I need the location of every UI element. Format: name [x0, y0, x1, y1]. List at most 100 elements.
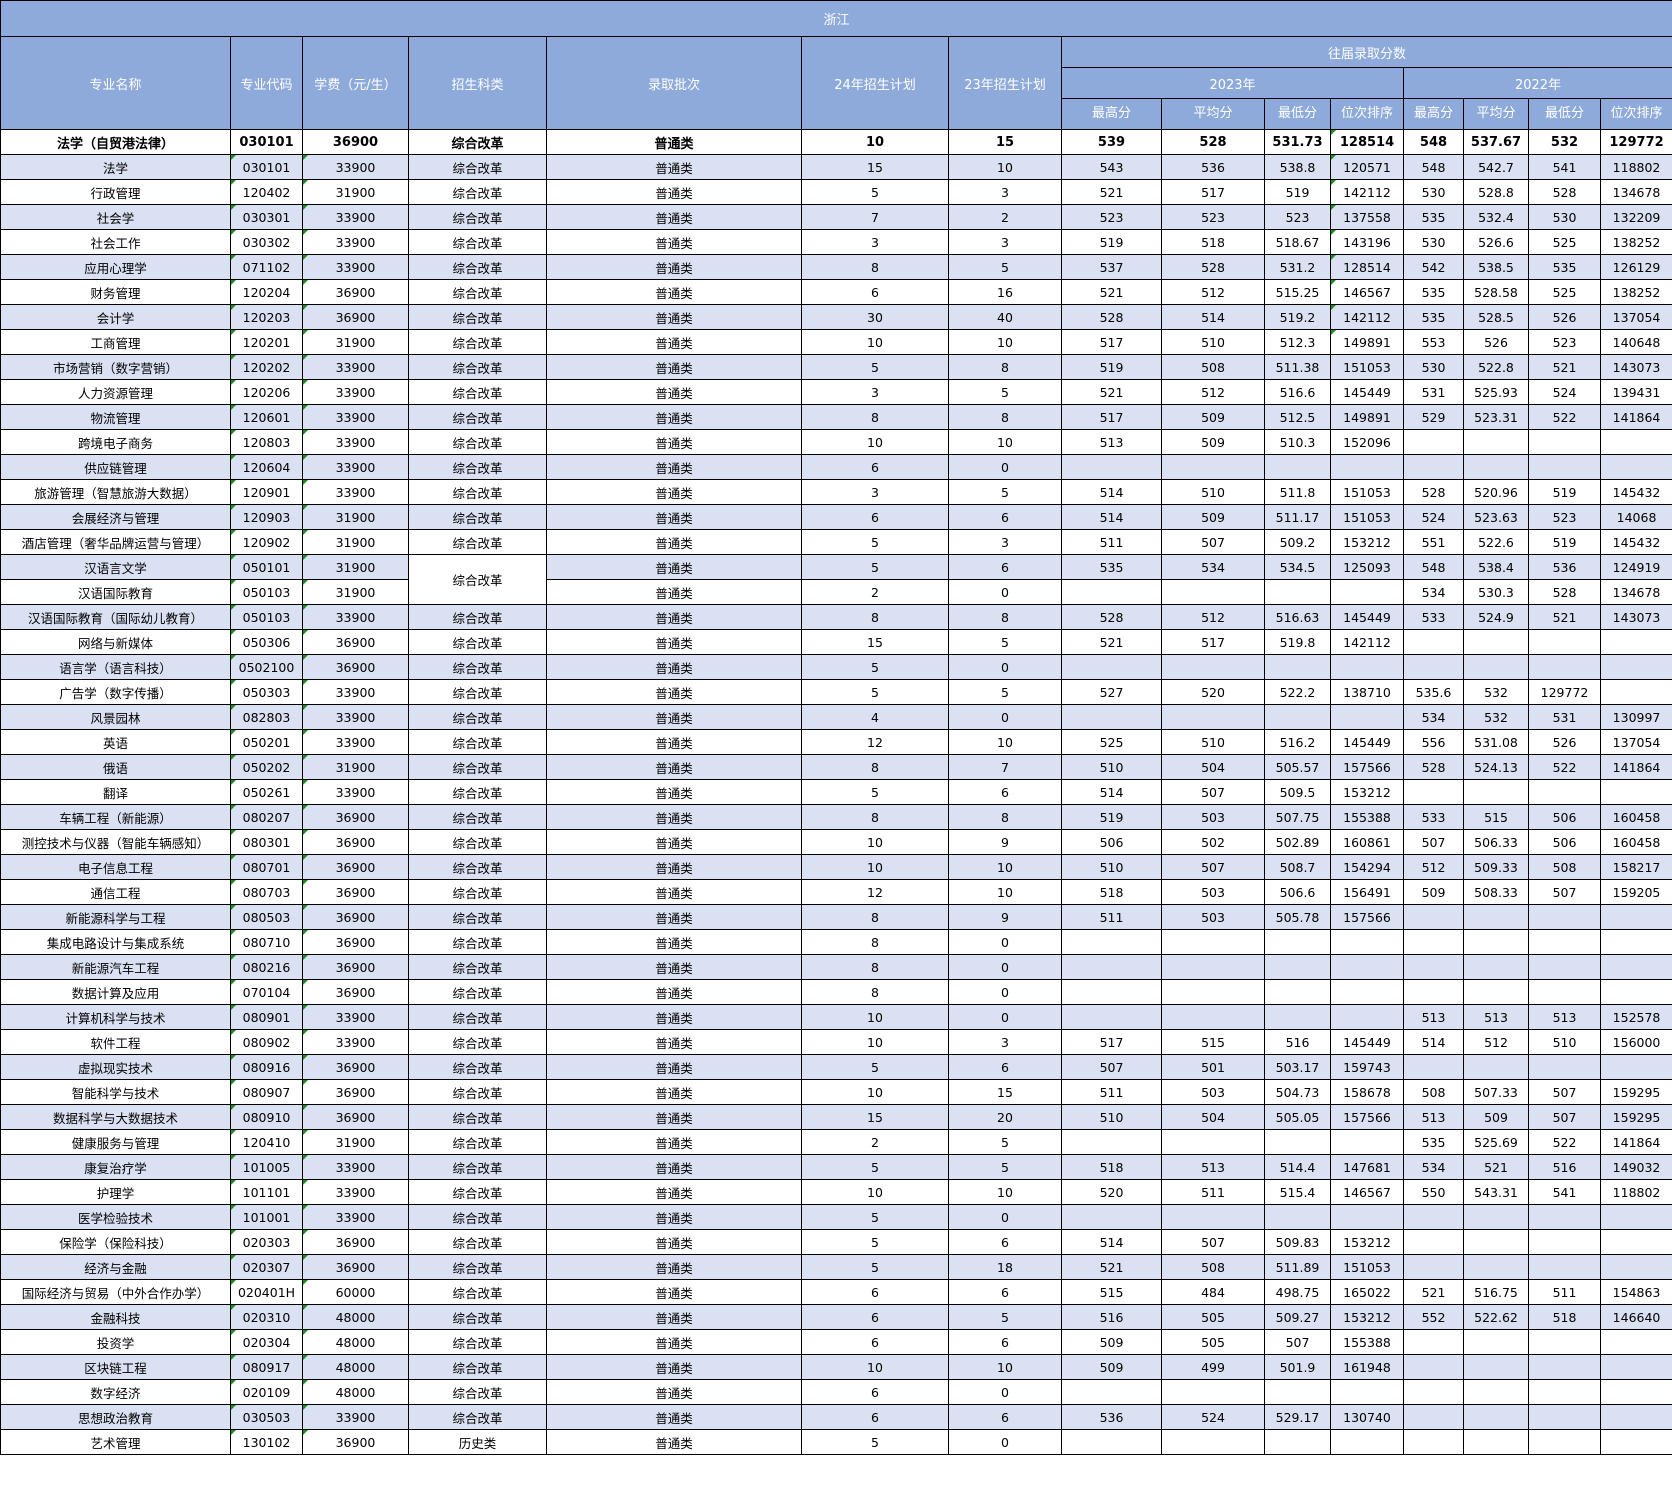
cell-plan24: 5 — [801, 654, 949, 680]
cell-avg-2023 — [1161, 979, 1265, 1005]
cell-name: 法学（自贸港法律） — [0, 129, 231, 155]
cell-plan23: 10 — [948, 729, 1062, 755]
cell-subject: 综合改革 — [408, 1179, 547, 1205]
cell-batch: 普通类 — [546, 779, 802, 805]
cell-min-2023: 507.75 — [1264, 804, 1331, 830]
cell-avg-2023 — [1161, 654, 1265, 680]
cell-name: 网络与新媒体 — [0, 629, 231, 655]
cell-max-2022: 535 — [1403, 204, 1464, 230]
cell-min-2023 — [1264, 1429, 1331, 1455]
cell-min-2023: 512.3 — [1264, 329, 1331, 355]
cell-min-2023: 534.5 — [1264, 554, 1331, 580]
cell-rank-2022: 160458 — [1599, 804, 1672, 830]
cell-max-2023: 537 — [1061, 254, 1162, 280]
cell-rank-2022: 141864 — [1599, 754, 1672, 780]
table-row: 行政管理 120402 31900 综合改革 普通类 5 3 521 517 519 142112 5… — [0, 179, 1672, 205]
cell-avg-2022 — [1463, 1404, 1529, 1430]
cell-min-2022 — [1528, 954, 1601, 980]
cell-plan23: 5 — [948, 1154, 1062, 1180]
cell-subject: 综合改革 — [408, 1304, 547, 1330]
cell-plan23: 0 — [948, 654, 1062, 680]
cell-max-2022: 528 — [1403, 479, 1464, 505]
cell-rank-2023: 153212 — [1330, 529, 1404, 555]
cell-name: 翻译 — [0, 779, 231, 805]
cell-plan23: 5 — [948, 479, 1062, 505]
cell-batch: 普通类 — [546, 129, 802, 155]
cell-name: 新能源科学与工程 — [0, 904, 231, 930]
cell-plan23: 3 — [948, 529, 1062, 555]
cell-max-2022: 535 — [1403, 279, 1464, 305]
table-row: 虚拟现实技术 080916 36900 综合改革 普通类 5 6 507 501 503.17 15… — [0, 1054, 1672, 1080]
cell-subject: 综合改革 — [408, 379, 547, 405]
cell-plan23: 5 — [948, 379, 1062, 405]
cell-code: 080907 — [230, 1079, 303, 1105]
cell-plan23: 8 — [948, 354, 1062, 380]
cell-min-2022: 507 — [1528, 879, 1601, 905]
cell-rank-2023: 146567 — [1330, 279, 1404, 305]
cell-avg-2022 — [1463, 954, 1529, 980]
cell-avg-2023: 503 — [1161, 804, 1265, 830]
cell-avg-2022: 528.58 — [1463, 279, 1529, 305]
cell-name: 物流管理 — [0, 404, 231, 430]
cell-subject: 综合改革 — [408, 354, 547, 380]
cell-rank-2022: 156000 — [1599, 1029, 1672, 1055]
cell-rank-2023: 160861 — [1330, 829, 1404, 855]
cell-subject: 综合改革 — [408, 979, 547, 1005]
header-2022-min: 最低分 — [1528, 98, 1601, 130]
cell-avg-2023: 504 — [1161, 1104, 1265, 1130]
cell-avg-2022: 532 — [1463, 704, 1529, 730]
cell-batch: 普通类 — [546, 379, 802, 405]
cell-max-2023 — [1061, 704, 1162, 730]
cell-avg-2022 — [1463, 904, 1529, 930]
cell-rank-2022: 159205 — [1599, 879, 1672, 905]
cell-max-2023: 506 — [1061, 829, 1162, 855]
cell-code: 080701 — [230, 854, 303, 880]
cell-rank-2023: 154294 — [1330, 854, 1404, 880]
table-row: 车辆工程（新能源） 080207 36900 综合改革 普通类 8 8 519 503 507.7… — [0, 804, 1672, 830]
cell-plan24: 5 — [801, 1154, 949, 1180]
cell-min-2022 — [1528, 654, 1601, 680]
cell-min-2023: 531.73 — [1264, 129, 1331, 155]
cell-rank-2022: 126129 — [1599, 254, 1672, 280]
header-fee: 学费（元/生） — [302, 36, 409, 130]
cell-plan24: 8 — [801, 954, 949, 980]
cell-max-2023 — [1061, 1204, 1162, 1230]
cell-rank-2022: 138252 — [1599, 229, 1672, 255]
cell-fee: 33900 — [302, 354, 409, 380]
cell-max-2022: 528 — [1403, 754, 1464, 780]
cell-subject: 综合改革 — [408, 429, 547, 455]
cell-avg-2022 — [1463, 779, 1529, 805]
cell-max-2023: 539 — [1061, 129, 1162, 155]
cell-fee: 36900 — [302, 1079, 409, 1105]
header-2022-max: 最高分 — [1403, 98, 1464, 130]
cell-avg-2022: 525.69 — [1463, 1129, 1529, 1155]
cell-name: 会展经济与管理 — [0, 504, 231, 530]
cell-avg-2023: 520 — [1161, 679, 1265, 705]
table-row: 汉语国际教育 050103 31900 普通类 2 0 534 530.3 528 134678 — [0, 579, 1672, 605]
cell-max-2023: 507 — [1061, 1054, 1162, 1080]
cell-max-2023: 518 — [1061, 1154, 1162, 1180]
table-row: 社会学 030301 33900 综合改革 普通类 7 2 523 523 523 137558 53… — [0, 204, 1672, 230]
cell-min-2023: 512.5 — [1264, 404, 1331, 430]
cell-max-2023: 525 — [1061, 729, 1162, 755]
table-row: 国际经济与贸易（中外合作办学） 020401H 60000 综合改革 普通类 6 6 515 4… — [0, 1279, 1672, 1305]
header-2023-avg: 平均分 — [1161, 98, 1265, 130]
table-row: 广告学（数字传播） 050303 33900 综合改革 普通类 5 5 527 520 522.2… — [0, 679, 1672, 705]
cell-rank-2023: 158678 — [1330, 1079, 1404, 1105]
table-row: 物流管理 120601 33900 综合改革 普通类 8 8 517 509 512.5 14989… — [0, 404, 1672, 430]
cell-rank-2022 — [1599, 929, 1672, 955]
cell-avg-2023: 523 — [1161, 204, 1265, 230]
cell-avg-2023 — [1161, 579, 1265, 605]
cell-max-2022: 535 — [1403, 1129, 1464, 1155]
cell-plan23: 5 — [948, 254, 1062, 280]
cell-rank-2022: 160458 — [1599, 829, 1672, 855]
cell-rank-2023: 145449 — [1330, 379, 1404, 405]
cell-name: 俄语 — [0, 754, 231, 780]
cell-avg-2023: 508 — [1161, 354, 1265, 380]
cell-batch: 普通类 — [546, 279, 802, 305]
cell-fee: 36900 — [302, 129, 409, 155]
cell-fee: 60000 — [302, 1279, 409, 1305]
cell-code: 120410 — [230, 1129, 303, 1155]
cell-max-2023 — [1061, 579, 1162, 605]
cell-plan23: 9 — [948, 904, 1062, 930]
